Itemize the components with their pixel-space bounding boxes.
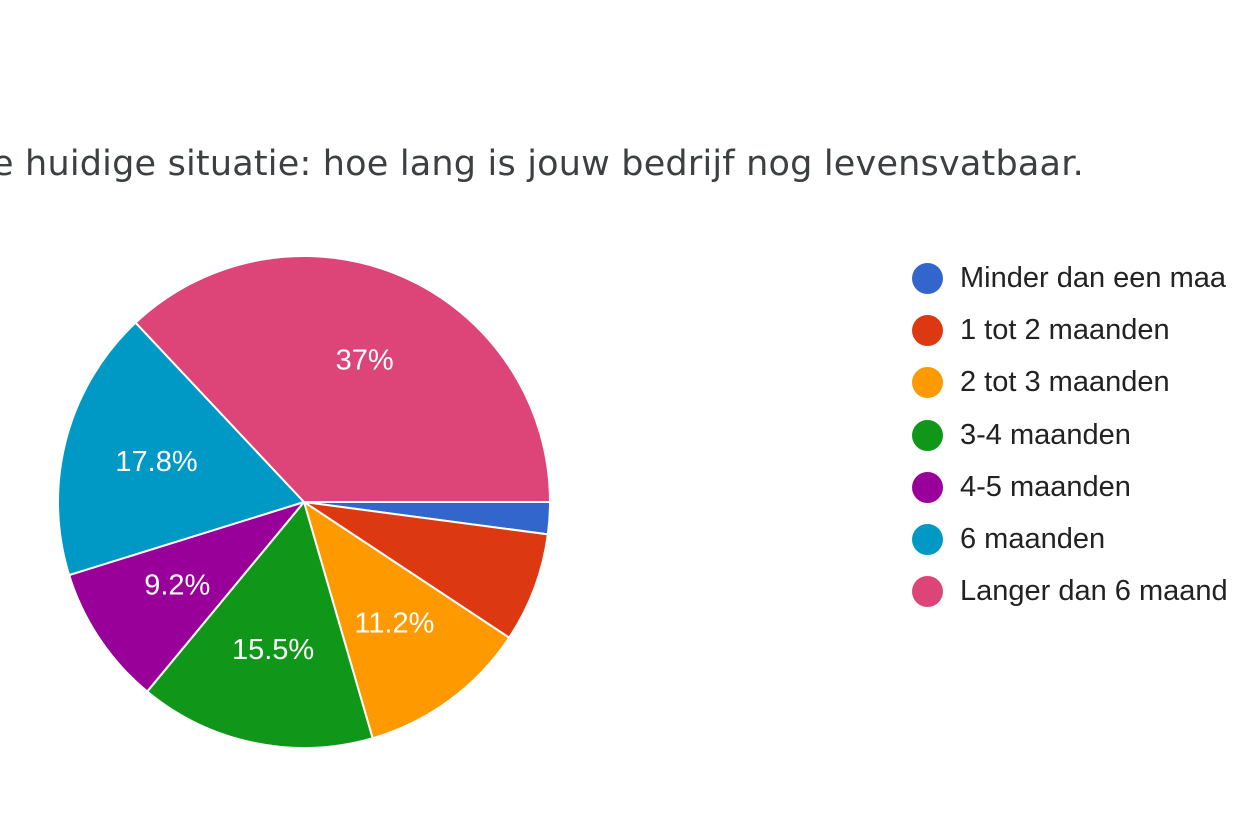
legend-label: Minder dan een maa [960, 261, 1226, 294]
slice-value-label: 11.2% [354, 607, 434, 639]
pie-slice-6 [56, 321, 306, 577]
legend-swatch [912, 367, 943, 399]
legend-swatch [912, 471, 943, 503]
legend-swatch [912, 524, 943, 556]
slice-value-label: 9.2% [144, 570, 210, 602]
legend-item: Langer dan 6 maand [912, 566, 1228, 618]
legend-label: 4-5 maanden [960, 470, 1131, 503]
slice-value-label: 37% [336, 345, 394, 377]
pie-slice-2 [303, 501, 549, 640]
pie-slice-5 [67, 500, 307, 693]
legend-label: Langer dan 6 maand [960, 575, 1228, 608]
pie-chart: 11.2% 15.5% 9.2% 17.8% 37% [56, 255, 552, 749]
pie-slice-3 [302, 499, 511, 740]
legend-swatch [912, 419, 943, 451]
legend-item: 2 tot 3 maanden [912, 357, 1228, 409]
legend-label: 2 tot 3 maanden [960, 366, 1170, 399]
legend-item: Minder dan een maa [912, 252, 1228, 304]
legend-swatch [912, 262, 943, 294]
pie-slice-7 [134, 255, 552, 503]
pie-slice-4 [145, 499, 374, 749]
legend-label: 3-4 maanden [960, 418, 1131, 451]
legend-item: 4-5 maanden [912, 461, 1228, 513]
chart-title: e huidige situatie: hoe lang is jouw bed… [0, 144, 1084, 184]
legend-swatch [912, 314, 943, 346]
legend-item: 3-4 maanden [912, 409, 1228, 461]
legend: Minder dan een maa 1 tot 2 maanden 2 tot 3… [912, 252, 1228, 618]
legend-label: 1 tot 2 maanden [960, 313, 1170, 346]
legend-item: 6 maanden [912, 513, 1228, 565]
legend-label: 6 maanden [960, 523, 1106, 556]
slice-value-label: 17.8% [115, 446, 197, 478]
legend-item: 1 tot 2 maanden [912, 304, 1228, 356]
legend-swatch [912, 576, 943, 608]
slice-value-label: 15.5% [232, 634, 314, 666]
